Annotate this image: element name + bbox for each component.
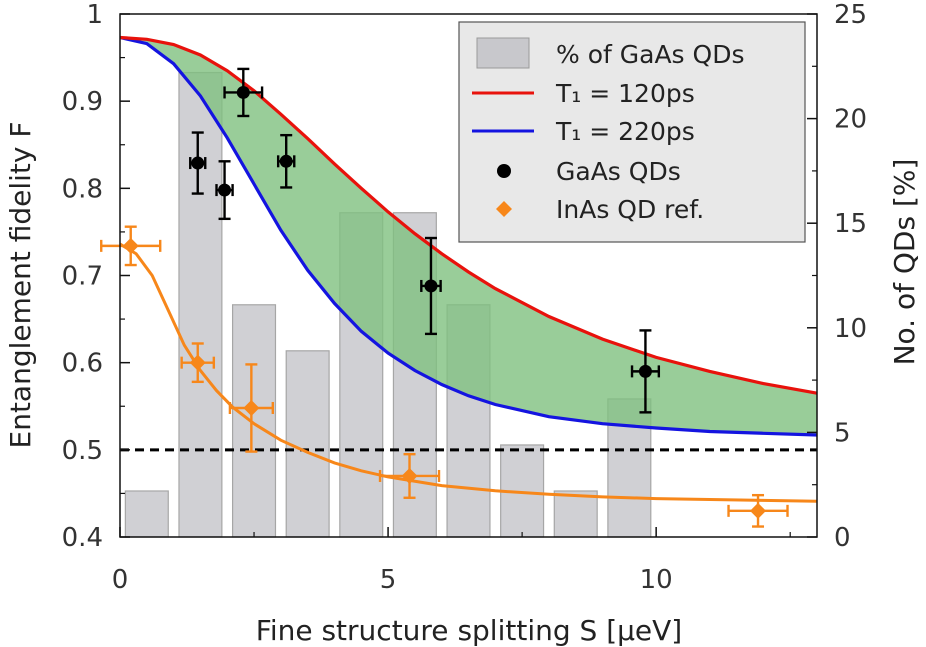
inas-data-point	[228, 363, 275, 453]
y2-tick-label: 10	[834, 314, 867, 344]
inas-marker	[243, 399, 260, 416]
gaas-data-point	[630, 329, 661, 414]
gaas-marker	[218, 183, 232, 197]
y2-tick-label: 20	[834, 105, 867, 135]
legend-bar-swatch	[476, 37, 530, 69]
inas-fit-curve	[119, 242, 818, 503]
gaas-marker	[279, 154, 293, 168]
curve-t1-220ps	[119, 35, 818, 437]
histogram-bar	[124, 490, 169, 538]
gaas-marker	[236, 85, 250, 99]
y-tick-label: 0.7	[62, 262, 103, 292]
legend-gaas-label: GaAs QDs	[556, 157, 681, 186]
legend-bars-label: % of GaAs QDs	[556, 40, 744, 69]
y-tick-label: 0.5	[62, 436, 103, 466]
x-axis-label: Fine structure splitting S [µeV]	[256, 614, 682, 647]
inas-marker	[122, 237, 139, 254]
gaas-data-point	[189, 131, 207, 195]
histogram-bar	[178, 71, 223, 538]
inas-marker	[401, 467, 418, 484]
x-tick-label: 0	[112, 565, 129, 595]
x-tick-label: 5	[380, 565, 397, 595]
y2-tick-label: 15	[834, 209, 867, 239]
y2-tick-label: 25	[834, 0, 867, 30]
y-tick-label: 0.8	[62, 174, 103, 204]
y-tick-label: 0.4	[62, 523, 103, 553]
y2-tick-label: 5	[834, 418, 851, 448]
gaas-marker	[638, 364, 652, 378]
y-axis-label: Entanglement fidelity F	[4, 122, 37, 449]
y-tick-label: 0.6	[62, 349, 103, 379]
histogram-bar	[285, 350, 330, 538]
gaas-data-point	[223, 67, 264, 118]
histogram-bar	[553, 490, 598, 538]
inas-data-point	[100, 225, 162, 267]
inas-data-point	[727, 493, 789, 528]
inas-data-point	[180, 342, 216, 384]
legend-t120-label: T₁ = 120ps	[555, 79, 695, 108]
curve-t1-120ps	[119, 35, 818, 395]
y-tick-label: 0.9	[62, 87, 103, 117]
y2-tick-label: 0	[834, 523, 851, 553]
inas-marker	[750, 502, 767, 519]
legend-inas-label: InAs QD ref.	[556, 195, 704, 224]
gaas-data-point	[215, 160, 234, 221]
legend: % of GaAs QDs T₁ = 120ps T₁ = 220ps GaAs…	[458, 21, 806, 243]
gaas-marker	[424, 279, 438, 293]
y-tick-label: 1	[86, 0, 103, 30]
inas-data-point	[378, 452, 441, 499]
gaas-data-point	[420, 236, 442, 336]
legend-inas-marker	[496, 201, 512, 217]
gaas-marker	[191, 156, 205, 170]
points-layer	[100, 67, 789, 528]
x-tick-label: 10	[640, 565, 673, 595]
gaas-data-point	[276, 133, 296, 189]
inas-marker	[189, 354, 206, 371]
histogram-bar	[231, 304, 277, 538]
y2-axis-label: No. of QDs [%]	[888, 159, 921, 366]
legend-t220-label: T₁ = 220ps	[555, 117, 695, 146]
fidelity-band-fill	[120, 37, 817, 435]
legend-gaas-marker	[497, 164, 511, 178]
